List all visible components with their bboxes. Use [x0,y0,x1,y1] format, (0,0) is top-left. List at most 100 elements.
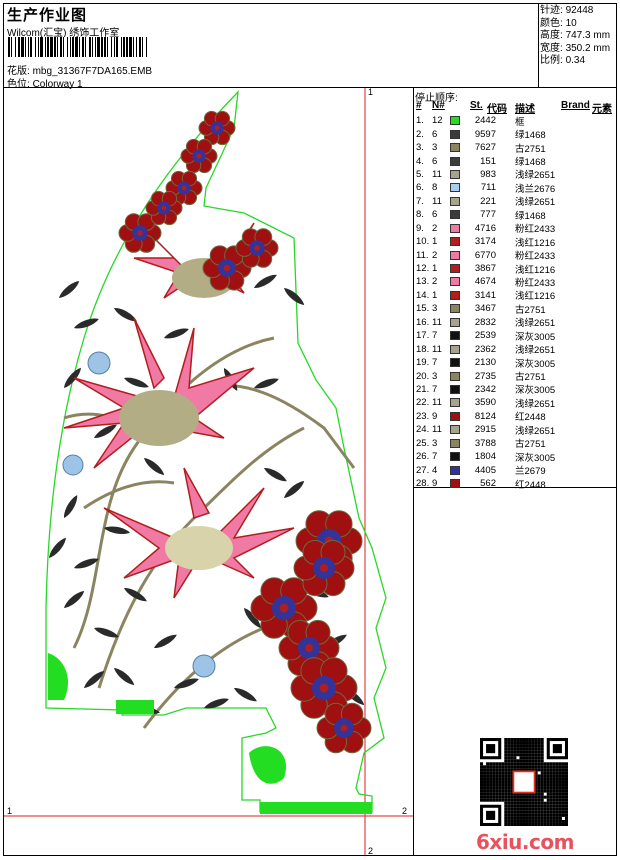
row-needle: 9 [432,410,438,422]
row-needle: 3 [432,370,438,382]
leaf [254,378,279,389]
row-stitches: 3590 [474,397,496,409]
watermark: 6xiu.com [476,830,574,854]
marker-left: 1 [7,806,12,816]
row-needle: 11 [432,316,442,328]
color-swatch [450,277,460,287]
row-needle: 7 [432,330,438,342]
row-needle: 1 [432,263,438,275]
leaf [74,318,99,329]
barcode-bar [38,37,39,57]
row-stitches: 3141 [474,289,496,301]
row-description: 古2751 [515,304,546,316]
color-swatch [450,264,460,274]
barcode-bar [101,37,103,57]
leaf [114,668,135,685]
stat-colors: 颜色: 10 [540,17,577,29]
row-stitches: 6770 [474,249,496,261]
barcode-bar [46,37,47,57]
col-stitches: St. [470,100,483,111]
row-stitches: 8124 [474,410,496,422]
sequence-row: 15. 3 3467 古2751 [415,302,615,316]
barcode-bar [16,37,18,57]
color-swatch [450,465,460,475]
leaf [59,281,80,298]
design-name-line: 花版: mbg_31367F7DA165.EMB [7,62,152,77]
sequence-row: 5. 11 983 浅绿2651 [415,168,615,182]
row-description: 浅绿2651 [515,398,556,410]
barcode-bar [137,37,139,57]
row-index: 26. [416,451,430,463]
sequence-row: 11. 2 6770 粉红2433 [415,248,615,263]
row-description: 框 [515,116,525,128]
row-needle: 11 [432,343,442,355]
sequence-row: 2. 6 9597 绿1468 [415,127,615,142]
leaf [124,587,147,602]
color-swatch [450,196,460,206]
row-stitches: 2362 [474,343,496,355]
barcode-bar [107,37,108,57]
color-swatch [450,290,460,300]
row-description: 绿1468 [515,210,546,222]
row-stitches: 3174 [474,236,496,248]
leaf [94,424,117,439]
barcode-bar [93,37,95,57]
red-flower [316,702,372,754]
row-needle: 7 [432,383,438,395]
barcode-bar [129,37,132,57]
row-description: 粉红2433 [515,277,556,289]
color-swatch [450,250,460,260]
row-needle: 6 [432,209,438,221]
sequence-row: 10. 1 3174 浅红1216 [415,235,615,249]
green-blocks [48,653,372,814]
design-name-value: mbg_31367F7DA165.EMB [32,66,153,77]
row-stitches: 983 [480,168,496,180]
color-swatch [450,210,460,220]
col-element: 元素 [592,104,612,115]
qr-code[interactable] [480,738,568,826]
barcode-bar [84,37,85,57]
barcode-bar [103,37,104,57]
barcode-bar [136,37,137,57]
barcode-bar [45,37,46,57]
row-needle: 7 [432,451,438,463]
barcode-bar [72,37,74,57]
barcode-bar [100,37,101,57]
leaf [74,558,99,569]
row-description: 粉红2433 [515,224,556,236]
row-index: 5. [416,168,424,180]
barcode-bar [80,37,82,57]
color-swatch [450,438,460,448]
red-flower [250,577,318,639]
sequence-row: 23. 9 8124 红2448 [415,410,615,424]
color-swatch [450,371,460,381]
barcode-bar [96,37,97,57]
row-needle: 8 [432,182,438,194]
row-description: 浅兰2676 [515,183,556,195]
barcode-bar [118,37,121,57]
row-stitches: 2442 [474,115,496,127]
leaf [164,328,189,339]
row-description: 深灰3005 [515,358,556,370]
barcode-bar [64,37,67,57]
row-description: 浅绿2651 [515,197,556,209]
row-needle: 9 [432,478,438,490]
row-index: 12. [416,263,430,275]
barcode-bar [30,37,32,57]
barcode-bar [116,37,118,57]
col-brand: Brand [561,100,590,111]
barcode-bar [86,37,89,57]
leaf [64,591,85,608]
sequence-row: 20. 3 2735 古2751 [415,369,615,384]
row-index: 1. [416,115,424,127]
color-swatch [450,169,460,179]
sequence-row: 26. 7 1804 深灰3005 [415,450,615,464]
barcode-bar [141,37,142,57]
stat-width: 宽度: 350.2 mm [540,42,611,54]
barcode-bar [60,37,62,57]
color-swatch [450,304,460,314]
sequence-row: 4. 6 151 绿1468 [415,154,615,169]
barcode-bar [12,37,15,57]
color-swatch [450,116,460,126]
barcode-bar [43,37,45,57]
